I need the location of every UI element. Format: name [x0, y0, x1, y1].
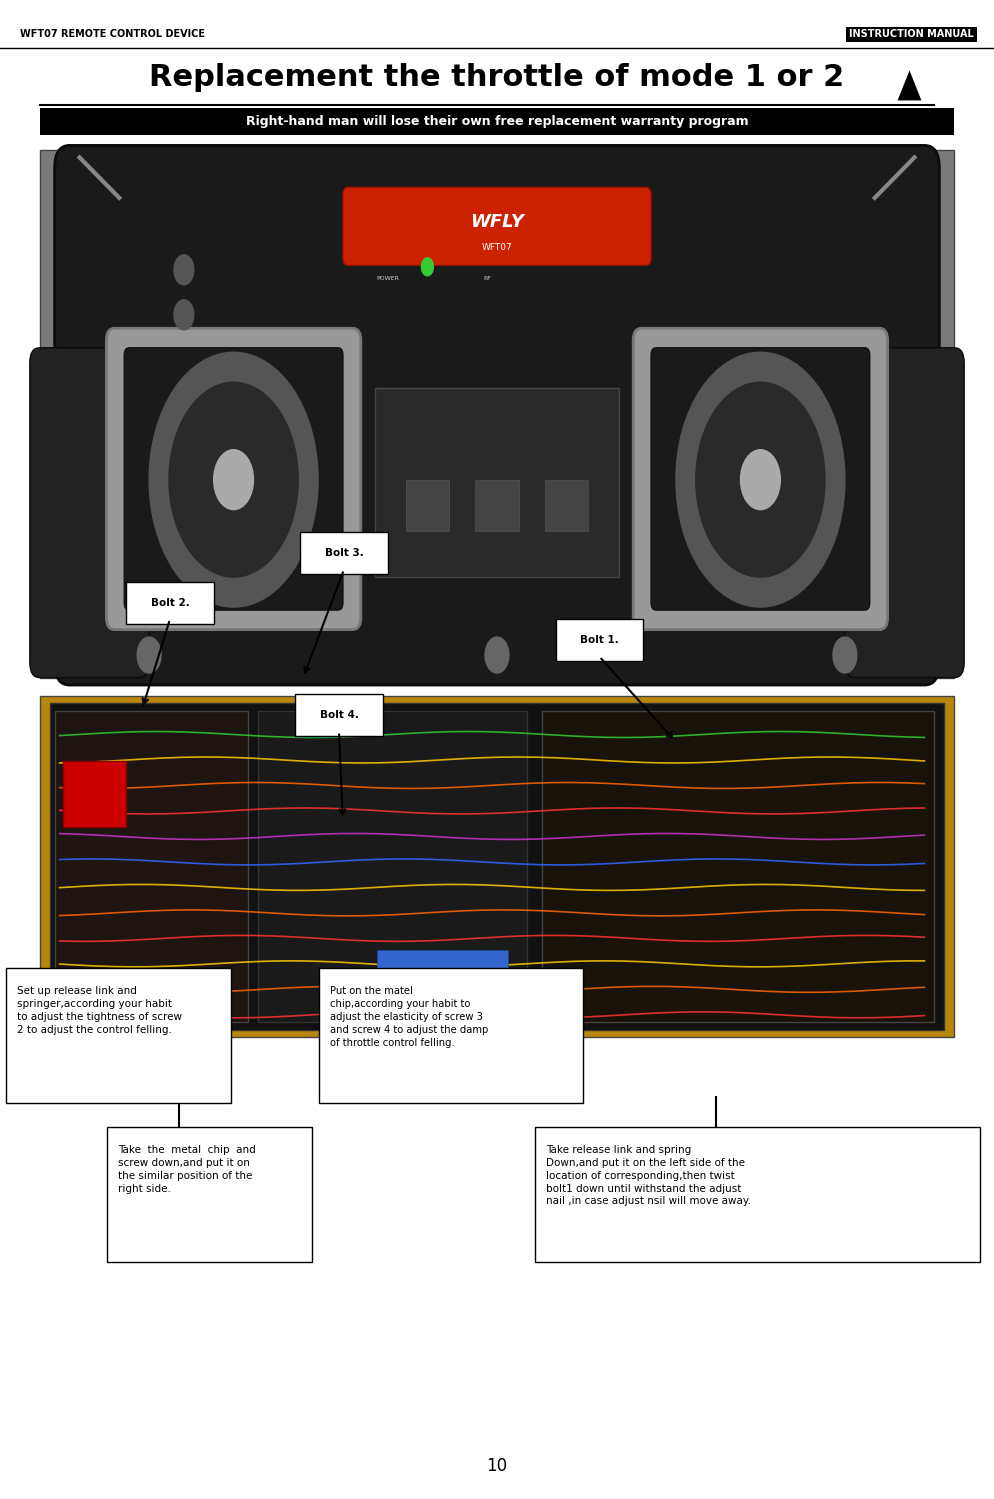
Circle shape: [485, 637, 509, 673]
Text: 10: 10: [486, 1457, 508, 1475]
Text: Set up release link and
springer,according your habit
to adjust the tightness of: Set up release link and springer,accordi…: [17, 986, 182, 1034]
FancyBboxPatch shape: [55, 711, 248, 1022]
Text: INSTRUCTION MANUAL: INSTRUCTION MANUAL: [849, 30, 974, 39]
Circle shape: [696, 382, 825, 577]
FancyBboxPatch shape: [556, 619, 643, 661]
FancyBboxPatch shape: [406, 480, 449, 531]
Polygon shape: [898, 70, 921, 100]
Text: WFT07: WFT07: [482, 243, 512, 252]
Text: Take  the  metal  chip  and
screw down,and put it on
the similar position of the: Take the metal chip and screw down,and p…: [118, 1145, 256, 1193]
Text: RF: RF: [483, 276, 491, 280]
Text: Take release link and spring
Down,and put it on the left side of the
location of: Take release link and spring Down,and pu…: [546, 1145, 750, 1207]
FancyBboxPatch shape: [126, 582, 214, 624]
FancyBboxPatch shape: [535, 1127, 980, 1262]
Text: Right-hand man will lose their own free replacement warranty program: Right-hand man will lose their own free …: [246, 115, 748, 127]
FancyBboxPatch shape: [124, 348, 343, 610]
Circle shape: [741, 450, 780, 510]
FancyBboxPatch shape: [475, 480, 519, 531]
Text: WFLY: WFLY: [470, 213, 524, 231]
FancyBboxPatch shape: [50, 703, 944, 1030]
FancyBboxPatch shape: [63, 761, 126, 827]
FancyBboxPatch shape: [300, 532, 388, 574]
Text: Bolt 4.: Bolt 4.: [319, 711, 359, 720]
Circle shape: [214, 450, 253, 510]
FancyBboxPatch shape: [40, 696, 954, 1037]
FancyBboxPatch shape: [343, 187, 651, 265]
Circle shape: [676, 352, 845, 607]
FancyBboxPatch shape: [375, 388, 619, 577]
Text: WFT07 REMOTE CONTROL DEVICE: WFT07 REMOTE CONTROL DEVICE: [20, 30, 205, 39]
Circle shape: [149, 352, 318, 607]
FancyBboxPatch shape: [319, 968, 583, 1103]
Circle shape: [174, 300, 194, 330]
FancyBboxPatch shape: [633, 328, 888, 630]
Text: Bolt 3.: Bolt 3.: [325, 549, 363, 558]
FancyBboxPatch shape: [6, 968, 231, 1103]
FancyBboxPatch shape: [258, 711, 527, 1022]
FancyBboxPatch shape: [542, 711, 934, 1022]
FancyBboxPatch shape: [55, 145, 939, 685]
Circle shape: [174, 255, 194, 285]
FancyBboxPatch shape: [40, 150, 954, 678]
FancyBboxPatch shape: [545, 480, 588, 531]
FancyBboxPatch shape: [845, 348, 964, 678]
Text: Put on the matel
chip,according your habit to
adjust the elasticity of screw 3
a: Put on the matel chip,according your hab…: [330, 986, 488, 1048]
FancyBboxPatch shape: [30, 348, 149, 678]
Circle shape: [833, 637, 857, 673]
FancyBboxPatch shape: [106, 328, 361, 630]
Circle shape: [169, 382, 298, 577]
Text: Replacement the throttle of mode 1 or 2: Replacement the throttle of mode 1 or 2: [149, 63, 845, 93]
Text: Bolt 1.: Bolt 1.: [580, 636, 618, 645]
FancyBboxPatch shape: [40, 108, 954, 135]
Circle shape: [421, 258, 433, 276]
Circle shape: [137, 637, 161, 673]
FancyBboxPatch shape: [107, 1127, 312, 1262]
FancyBboxPatch shape: [377, 950, 508, 991]
Text: POWER: POWER: [376, 276, 400, 280]
FancyBboxPatch shape: [651, 348, 870, 610]
FancyBboxPatch shape: [295, 694, 383, 736]
Text: Bolt 2.: Bolt 2.: [151, 598, 189, 607]
